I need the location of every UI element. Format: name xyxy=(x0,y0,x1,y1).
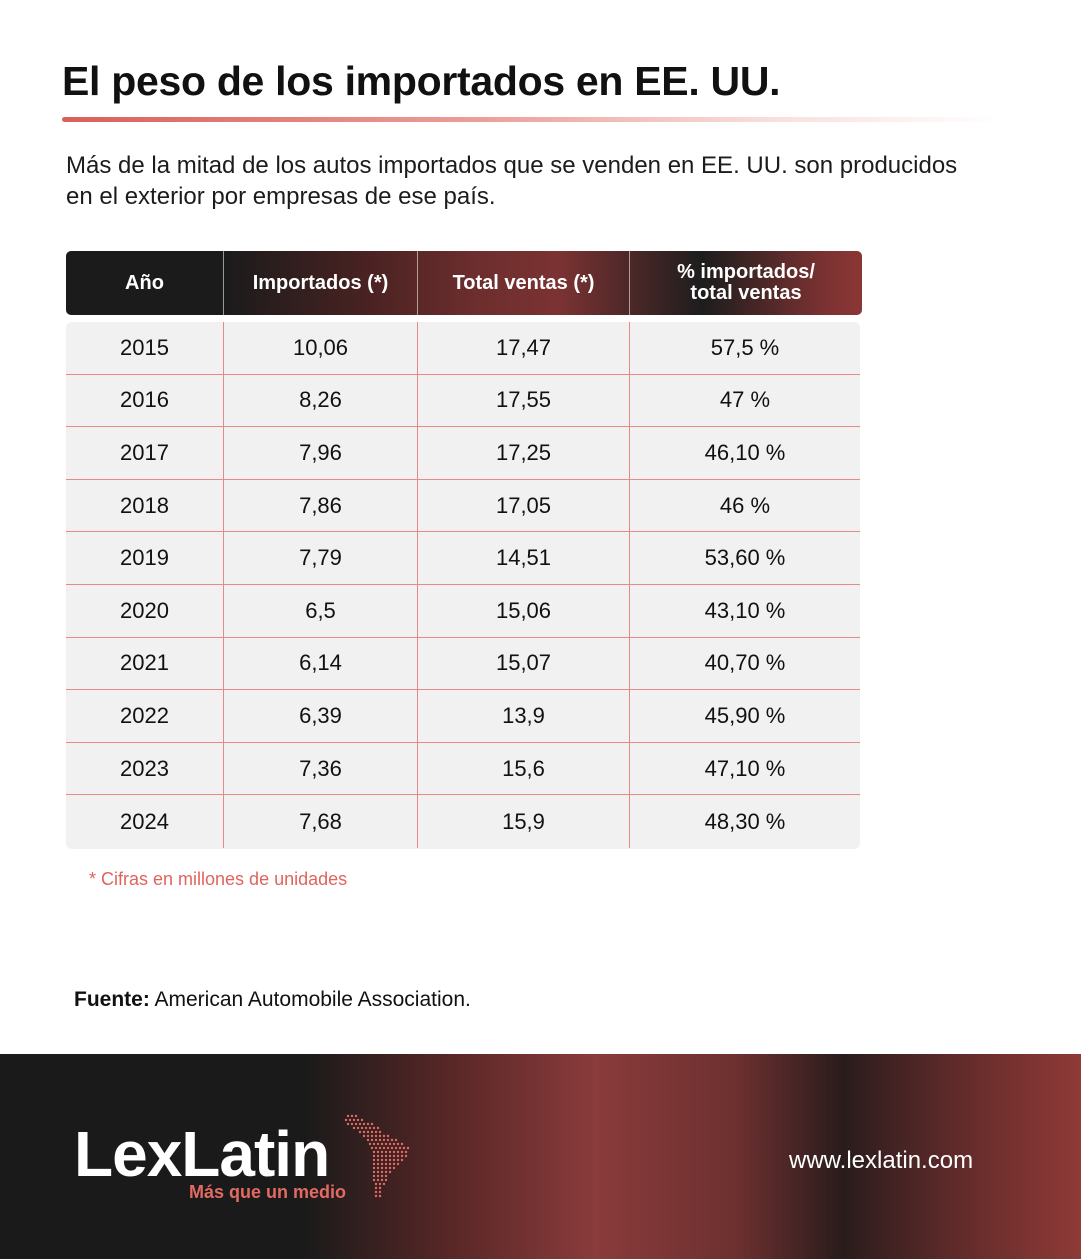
footer-banner xyxy=(0,1054,1081,1259)
source-text: American Automobile Association. xyxy=(149,988,471,1011)
cell-imported: 7,86 xyxy=(224,479,418,532)
cell-imported: 6,14 xyxy=(224,637,418,690)
page-title: El peso de los importados en EE. UU. xyxy=(62,58,781,104)
table-row: 2023 7,36 15,6 47,10 % xyxy=(66,742,860,796)
cell-year: 2015 xyxy=(66,322,224,374)
source-line: Fuente: American Automobile Association. xyxy=(74,988,471,1012)
header-total-sales: Total ventas (*) xyxy=(418,251,630,315)
cell-percent: 43,10 % xyxy=(704,597,786,623)
cell-percent: 46 % xyxy=(719,492,771,518)
cell-percent: 53,60 % xyxy=(704,545,786,571)
source-label: Fuente: xyxy=(74,988,150,1011)
cell-percent: 40,70 % xyxy=(704,650,786,676)
cell-percent: 45,90 % xyxy=(704,702,786,728)
cell-total-sales: 13,9 xyxy=(418,690,630,742)
cell-year: 2016 xyxy=(66,374,224,427)
cell-percent: 46,10 % xyxy=(704,439,786,465)
cell-year: 2017 xyxy=(66,427,224,479)
cell-year: 2023 xyxy=(66,742,224,795)
cell-imported: 7,36 xyxy=(224,742,418,795)
header-percent: % importados/ total ventas xyxy=(630,251,862,315)
table-row: 2021 6,14 15,07 40,70 % xyxy=(66,637,860,691)
table-row: 2022 6,39 13,9 45,90 % xyxy=(66,690,860,743)
cell-imported: 6,5 xyxy=(224,584,418,637)
header-imported: Importados (*) xyxy=(224,251,418,315)
cell-year: 2022 xyxy=(66,690,224,742)
logo-wordmark: LexLatin xyxy=(74,1118,330,1190)
table-row: 2024 7,68 15,9 48,30 % xyxy=(66,795,860,848)
cell-year: 2018 xyxy=(66,479,224,532)
cell-imported: 8,26 xyxy=(224,374,418,427)
table-row: 2020 6,5 15,06 43,10 % xyxy=(66,584,860,638)
table-row: 2016 8,26 17,55 47 % xyxy=(66,374,860,428)
cell-total-sales: 17,47 xyxy=(418,322,630,374)
cell-total-sales: 14,51 xyxy=(418,532,630,584)
cell-imported: 6,39 xyxy=(224,690,418,742)
cell-year: 2019 xyxy=(66,532,224,584)
table-row: 2018 7,86 17,05 46 % xyxy=(66,479,860,533)
cell-year: 2021 xyxy=(66,637,224,690)
title-underline xyxy=(62,117,1002,122)
table-row: 2015 10,06 17,47 57,5 % xyxy=(66,322,860,375)
cell-imported: 7,96 xyxy=(224,427,418,479)
cell-year: 2020 xyxy=(66,584,224,637)
table-row: 2017 7,96 17,25 46,10 % xyxy=(66,427,860,480)
table-row: 2019 7,79 14,51 53,60 % xyxy=(66,532,860,585)
cell-total-sales: 17,55 xyxy=(418,374,630,427)
cell-total-sales: 15,07 xyxy=(418,637,630,690)
cell-percent: 57,5 % xyxy=(710,334,780,360)
footnote: * Cifras en millones de unidades xyxy=(89,869,348,889)
cell-total-sales: 15,9 xyxy=(418,795,630,848)
cell-imported: 10,06 xyxy=(224,322,418,374)
subtitle: Más de la mitad de los autos importados … xyxy=(66,152,958,210)
cell-year: 2024 xyxy=(66,795,224,848)
website-url: www.lexlatin.com xyxy=(789,1147,974,1174)
latin-america-map-icon xyxy=(344,1114,410,1198)
cell-total-sales: 15,06 xyxy=(418,584,630,637)
table-header: Año Importados (*) Total ventas (*) % im… xyxy=(66,251,862,315)
cell-imported: 7,79 xyxy=(224,532,418,584)
logo-tagline: Más que un medio xyxy=(189,1182,347,1202)
table-body: 2015 10,06 17,47 57,5 % 2016 8,26 17,55 47 % 201… xyxy=(66,322,860,849)
cell-total-sales: 17,05 xyxy=(418,479,630,532)
cell-total-sales: 17,25 xyxy=(418,427,630,479)
cell-percent: 48,30 % xyxy=(704,808,786,834)
cell-percent: 47,10 % xyxy=(704,755,786,781)
header-year: Año xyxy=(66,251,224,315)
header-percent-label: % importados/ total ventas xyxy=(677,261,815,304)
cell-percent: 47 % xyxy=(719,387,771,413)
cell-total-sales: 15,6 xyxy=(418,742,630,795)
cell-imported: 7,68 xyxy=(224,795,418,848)
